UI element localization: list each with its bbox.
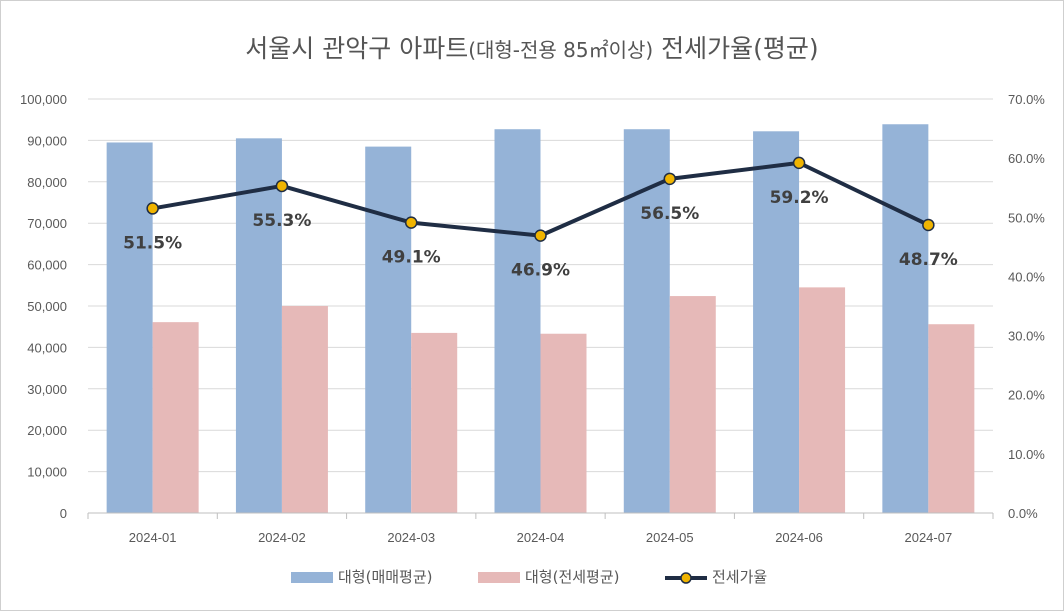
rate-point: [663, 172, 677, 186]
rate-data-label: 46.9%: [511, 261, 570, 281]
bar-sale: [623, 129, 670, 514]
axes-group: 0 10,000 20,000 30,000 40,000 50,000 60,000 70,…: [20, 92, 1045, 545]
y-right-tick-label: 10.0%: [1008, 447, 1045, 462]
y-left-tick-label: 90,000: [27, 133, 67, 148]
rate-data-label: 48.7%: [899, 250, 958, 270]
y-left-tick-label: 10,000: [27, 465, 67, 480]
x-tick-label: 2024-01: [129, 530, 177, 545]
y-right-tick-label: 0.0%: [1008, 506, 1038, 521]
legend-swatch-sale: [291, 572, 333, 583]
bar-jeonse: [152, 322, 199, 513]
bar-sale: [753, 131, 800, 514]
legend-label-sale: 대형(매매평균): [338, 568, 433, 586]
y-left-tick-label: 80,000: [27, 175, 67, 190]
x-tick-label: 2024-07: [904, 530, 952, 545]
y-left-tick-label: 70,000: [27, 216, 67, 231]
y-right-tick-label: 20.0%: [1008, 388, 1045, 403]
y-left-tick-label: 30,000: [27, 382, 67, 397]
legend-label-jeonse: 대형(전세평균): [525, 568, 620, 586]
rate-data-label: 55.3%: [252, 211, 311, 231]
rate-point: [404, 216, 418, 229]
bar-jeonse: [928, 324, 975, 513]
y-left-tick-label: 50,000: [27, 299, 67, 314]
legend-swatch-rate-marker: [680, 572, 692, 584]
bar-sale: [106, 142, 153, 513]
y-right-tick-label: 60.0%: [1008, 151, 1045, 166]
chart-title-main: 서울시 관악구 아파트: [245, 34, 468, 63]
x-tick-label: 2024-06: [775, 530, 823, 545]
rate-point: [275, 179, 289, 193]
bar-jeonse: [411, 332, 458, 513]
bar-jeonse: [540, 333, 587, 513]
rate-point: [534, 229, 547, 242]
y-left-tick-label: 0: [60, 506, 67, 521]
y-right-tick-label: 30.0%: [1008, 329, 1045, 344]
bar-sale: [494, 129, 541, 514]
rate-data-label: 59.2%: [770, 188, 829, 208]
x-tick-label: 2024-04: [517, 530, 565, 545]
x-tick-label: 2024-02: [258, 530, 306, 545]
bar-jeonse: [799, 287, 846, 513]
y-left-tick-label: 40,000: [27, 340, 67, 355]
bar-jeonse: [669, 296, 716, 513]
chart-title: 서울시 관악구 아파트(대형-전용 85㎡이상) 전세가율(평균): [245, 34, 818, 63]
legend-label-rate: 전세가율: [712, 568, 767, 586]
legend: 대형(매매평균) 대형(전세평균) 전세가율: [291, 568, 767, 586]
bar-sale: [882, 124, 929, 513]
y-left-tick-label: 100,000: [20, 92, 67, 107]
rate-data-label: 56.5%: [640, 204, 699, 224]
chart-title-tail: 전세가율(평균): [653, 34, 818, 63]
y-right-tick-label: 50.0%: [1008, 210, 1045, 225]
bar-sale: [235, 138, 282, 513]
bar-sale: [365, 146, 412, 514]
x-tick-label: 2024-03: [387, 530, 435, 545]
y-left-tick-label: 60,000: [27, 258, 67, 273]
rate-point: [922, 218, 935, 232]
bars-group: [106, 124, 975, 514]
rate-data-label: 51.5%: [123, 233, 182, 253]
y-right-tick-label: 70.0%: [1008, 92, 1045, 107]
y-left-tick-label: 20,000: [27, 423, 67, 438]
y-right-tick-label: 40.0%: [1008, 269, 1045, 284]
chart-title-paren: (대형-전용 85㎡이상): [468, 38, 653, 62]
legend-swatch-jeonse: [478, 572, 520, 583]
rate-point: [146, 202, 159, 215]
bar-jeonse: [281, 306, 328, 513]
x-tick-label: 2024-05: [646, 530, 694, 545]
rate-point: [792, 156, 806, 170]
rate-data-label: 49.1%: [382, 248, 441, 268]
rate-line-group: 51.5% 55.3% 49.1% 46.9% 56.5% 59.2% 48.7%: [123, 156, 958, 281]
